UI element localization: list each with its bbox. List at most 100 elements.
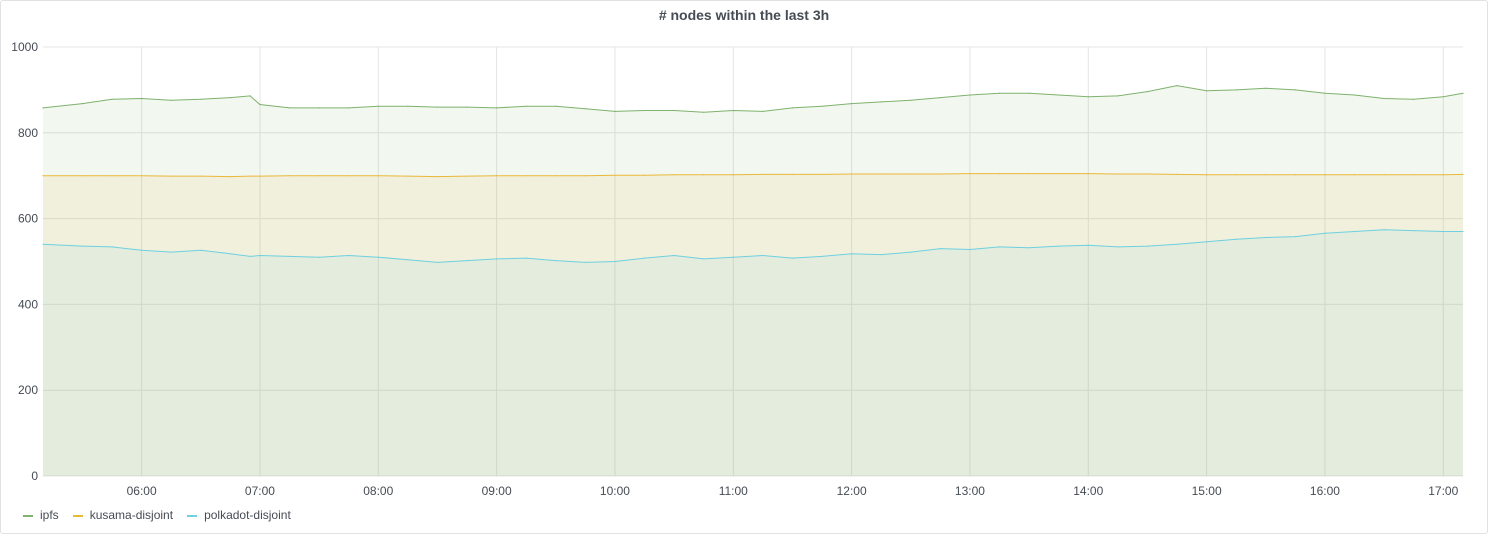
data-point-ipfs [1176, 85, 1178, 87]
panel-title[interactable]: # nodes within the last 3h [658, 7, 830, 23]
data-point-kusama-disjoint [1353, 174, 1356, 176]
data-point-ipfs [42, 107, 44, 109]
y-tick-label: 600 [18, 212, 38, 226]
data-point-polkadot-disjoint [910, 251, 912, 253]
data-point-polkadot-disjoint [141, 249, 143, 251]
chart-area[interactable]: 0 200 400 600 800 1000 06:00 07:00 08:00 09:00 10… [1, 1, 1487, 501]
data-point-polkadot-disjoint [466, 260, 468, 262]
data-point-kusama-disjoint [1265, 174, 1267, 176]
data-point-kusama-disjoint [111, 175, 113, 177]
series-line-ipfs[interactable] [42, 85, 1464, 113]
legend-swatch-kusama-disjoint [72, 515, 83, 517]
data-point-polkadot-disjoint [1206, 241, 1208, 243]
x-tick-label: 07:00 [245, 484, 275, 498]
data-point-kusama-disjoint [249, 175, 251, 177]
y-tick-label: 200 [18, 383, 38, 397]
legend-item-ipfs[interactable]: ipfs [23, 508, 59, 522]
data-point-kusama-disjoint [1442, 174, 1444, 176]
data-point-kusama-disjoint [555, 175, 557, 177]
data-point-ipfs [141, 97, 143, 100]
data-point-kusama-disjoint [1206, 174, 1208, 176]
data-point-polkadot-disjoint [318, 256, 320, 258]
legend-item-kusama-disjoint[interactable]: kusama-disjoint [72, 508, 174, 522]
data-point-ipfs [1146, 91, 1148, 93]
data-point-polkadot-disjoint [1442, 230, 1444, 233]
x-tick-label: 13:00 [955, 484, 985, 498]
data-point-ipfs [200, 98, 202, 100]
data-point-ipfs [348, 107, 350, 109]
data-point-polkadot-disjoint [1146, 245, 1148, 247]
data-point-ipfs [170, 99, 172, 101]
x-tick-label: 08:00 [363, 484, 393, 498]
x-tick-label: 09:00 [482, 484, 512, 498]
x-tick-label: 16:00 [1310, 484, 1340, 498]
data-point-polkadot-disjoint [249, 255, 251, 257]
data-point-kusama-disjoint [1462, 173, 1464, 175]
data-point-kusama-disjoint [1058, 173, 1060, 175]
data-point-polkadot-disjoint [998, 246, 1001, 248]
data-point-polkadot-disjoint [1324, 232, 1326, 234]
data-point-polkadot-disjoint [643, 257, 646, 259]
data-point-polkadot-disjoint [821, 255, 823, 257]
legend-label-ipfs: ipfs [40, 508, 59, 522]
data-point-polkadot-disjoint [880, 254, 882, 256]
series-line-kusama-disjoint[interactable] [43, 173, 1464, 178]
data-point-ipfs [614, 110, 616, 112]
data-point-polkadot-disjoint [1294, 236, 1296, 238]
data-point-polkadot-disjoint [703, 258, 705, 260]
data-point-polkadot-disjoint [1058, 245, 1060, 247]
y-tick-label: 800 [18, 126, 38, 140]
data-point-ipfs [584, 108, 587, 110]
data-point-polkadot-disjoint [584, 261, 587, 263]
data-point-kusama-disjoint [42, 175, 44, 177]
data-point-kusama-disjoint [318, 175, 320, 177]
data-point-polkadot-disjoint [1462, 230, 1464, 233]
data-point-polkadot-disjoint [555, 260, 557, 262]
data-point-kusama-disjoint [969, 173, 971, 175]
data-point-kusama-disjoint [466, 175, 468, 177]
data-point-kusama-disjoint [939, 173, 942, 175]
data-point-polkadot-disjoint [1413, 230, 1415, 232]
x-tick-label: 12:00 [837, 484, 867, 498]
data-point-polkadot-disjoint [229, 253, 231, 255]
x-tick-label: 17:00 [1428, 484, 1458, 498]
data-point-polkadot-disjoint [348, 254, 350, 257]
data-point-kusama-disjoint [141, 175, 143, 177]
data-point-polkadot-disjoint [1087, 244, 1089, 246]
data-point-polkadot-disjoint [1028, 247, 1030, 249]
data-point-kusama-disjoint [525, 175, 527, 177]
data-point-ipfs [1058, 94, 1060, 96]
series-line-polkadot-disjoint[interactable] [42, 229, 1463, 263]
data-point-polkadot-disjoint [791, 257, 794, 259]
y-axis-ticks: 0 200 400 600 800 1000 [11, 40, 38, 483]
data-point-kusama-disjoint [496, 175, 498, 177]
series-areas [43, 85, 1463, 476]
data-point-polkadot-disjoint [1117, 246, 1119, 248]
data-point-ipfs [525, 105, 527, 107]
legend-label-polkadot-disjoint: polkadot-disjoint [204, 508, 291, 522]
data-point-ipfs [1028, 92, 1030, 94]
data-point-kusama-disjoint [1117, 173, 1119, 175]
x-tick-label: 14:00 [1073, 484, 1103, 498]
y-tick-label: 400 [18, 297, 38, 311]
legend-label-kusama-disjoint: kusama-disjoint [89, 508, 174, 522]
data-point-kusama-disjoint [288, 175, 291, 177]
legend-item-polkadot-disjoint[interactable]: polkadot-disjoint [187, 508, 291, 522]
data-point-kusama-disjoint [851, 173, 853, 175]
data-point-kusama-disjoint [998, 173, 1001, 175]
series-area-polkadot-disjoint [43, 229, 1463, 476]
data-point-kusama-disjoint [229, 176, 231, 178]
data-point-polkadot-disjoint [200, 249, 202, 251]
series-area-kusama-disjoint [43, 173, 1463, 476]
data-point-kusama-disjoint [1383, 174, 1385, 176]
data-point-ipfs [555, 105, 557, 107]
data-point-polkadot-disjoint [288, 255, 291, 257]
data-point-polkadot-disjoint [851, 253, 853, 255]
data-point-kusama-disjoint [791, 173, 794, 175]
data-point-polkadot-disjoint [496, 258, 498, 260]
data-point-kusama-disjoint [584, 175, 587, 177]
data-point-polkadot-disjoint [436, 261, 438, 263]
data-point-ipfs [229, 97, 231, 99]
data-point-polkadot-disjoint [81, 245, 83, 247]
